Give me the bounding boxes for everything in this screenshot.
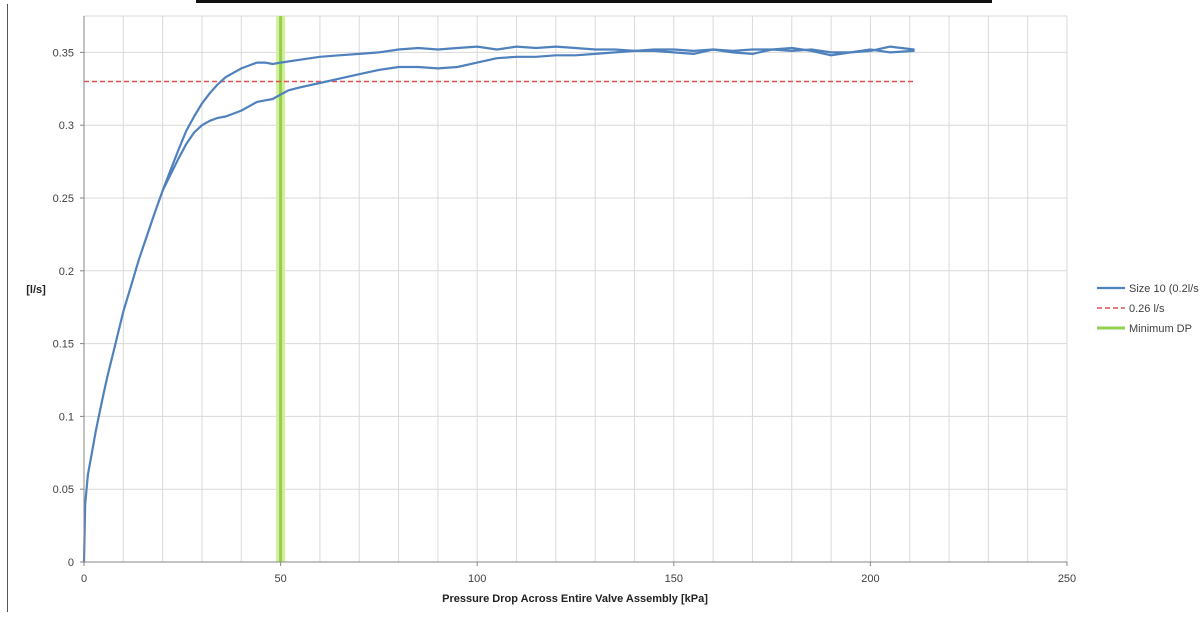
y-tick-label: 0.35 <box>53 47 74 59</box>
axes: 0 0.05 0.1 0.15 0.2 0.25 0.3 0.35 0 50 100 150 200 25… <box>53 16 1076 585</box>
y-tick-label: 0 <box>68 557 74 569</box>
x-tick-label: 0 <box>81 573 87 585</box>
y-tick-label: 0.2 <box>59 266 74 278</box>
x-tick-label: 150 <box>665 573 683 585</box>
x-tick-label: 200 <box>861 573 879 585</box>
flow-curve-1 <box>82 45 915 564</box>
legend-label: Size 10 (0.2l/s <box>1129 283 1199 295</box>
y-tick-label: 0.1 <box>59 411 74 423</box>
flow-curve-2 <box>161 46 915 192</box>
legend-label: Minimum DP <box>1129 323 1192 335</box>
plot-area <box>82 16 915 564</box>
x-tick-label: 250 <box>1058 573 1076 585</box>
header-rule <box>196 0 992 3</box>
frame-left-rule <box>7 4 8 612</box>
y-tick-label: 0.05 <box>53 484 74 496</box>
y-tick-label: 0.15 <box>53 339 74 351</box>
grid-lines <box>84 15 1068 562</box>
x-tick-label: 50 <box>274 573 286 585</box>
legend-label: 0.26 l/s <box>1129 303 1165 315</box>
y-tick-label: 0.25 <box>53 193 74 205</box>
x-tick-label: 100 <box>468 573 486 585</box>
x-axis-title: Pressure Drop Across Entire Valve Assemb… <box>442 593 708 605</box>
legend: Size 10 (0.2l/s 0.26 l/s Minimum DP <box>1097 283 1199 335</box>
y-tick-label: 0.3 <box>59 120 74 132</box>
y-axis-title: [l/s] <box>26 284 46 296</box>
